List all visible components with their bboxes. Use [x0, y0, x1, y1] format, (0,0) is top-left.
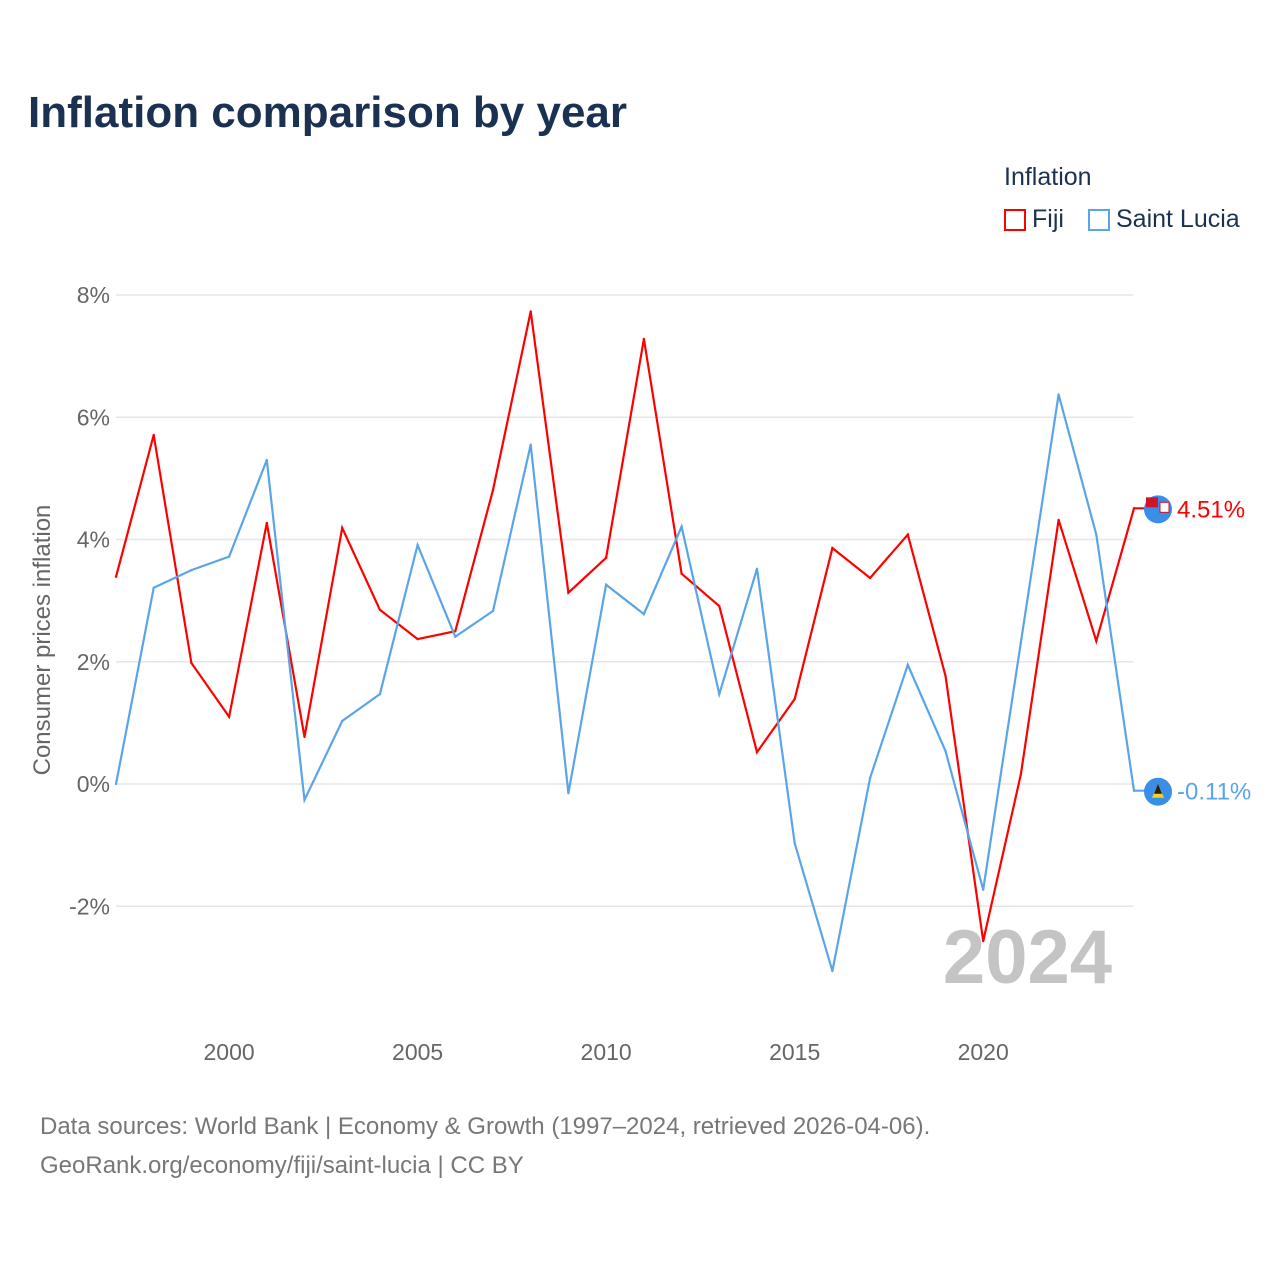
- data-point: [981, 939, 985, 943]
- data-point: [416, 637, 419, 641]
- data-point: [1132, 789, 1136, 792]
- x-tick-label: 2005: [392, 1039, 443, 1065]
- data-point: [1095, 533, 1098, 536]
- footer-sources: Data sources: World Bank | Economy & Gro…: [40, 1113, 931, 1140]
- data-point: [793, 697, 796, 701]
- data-point: [265, 458, 269, 462]
- legend-swatch-fiji: [1004, 208, 1026, 231]
- data-point: [1057, 393, 1060, 396]
- data-point: [114, 575, 118, 578]
- data-point: [1095, 639, 1098, 643]
- data-point: [718, 604, 721, 608]
- y-axis-label: Consumer prices inflation: [29, 505, 56, 776]
- y-tick-label: 2%: [77, 649, 110, 675]
- data-point: [642, 337, 646, 341]
- data-point: [604, 583, 608, 586]
- x-tick-label: 2015: [769, 1039, 820, 1065]
- data-point: [755, 567, 759, 571]
- year-watermark: 2024: [943, 915, 1112, 1000]
- legend-label: Fiji: [1032, 205, 1064, 233]
- x-tick-label: 2010: [581, 1039, 632, 1065]
- legend-item-saint-lucia[interactable]: Saint Lucia: [1088, 205, 1240, 234]
- data-point: [152, 586, 155, 589]
- data-point: [378, 692, 382, 696]
- data-point: [755, 751, 759, 754]
- data-point: [831, 546, 834, 550]
- data-point: [152, 433, 155, 437]
- data-point: [793, 842, 796, 845]
- data-point: [265, 521, 269, 525]
- data-point: [416, 543, 419, 547]
- data-point: [906, 663, 909, 667]
- end-value-label: 4.51%: [1177, 496, 1245, 523]
- data-point: [868, 576, 872, 580]
- data-point: [1019, 640, 1023, 644]
- data-point: [303, 735, 306, 739]
- data-point: [1057, 518, 1060, 522]
- data-point: [529, 310, 532, 313]
- footer: Data sources: World Bank | Economy & Gro…: [40, 1107, 930, 1185]
- data-point: [190, 568, 193, 572]
- series-line-saint-lucia: [114, 394, 1146, 972]
- data-point: [831, 969, 834, 973]
- data-point: [944, 749, 947, 753]
- data-point: [680, 572, 683, 575]
- data-point: [454, 629, 457, 633]
- data-point: [491, 609, 495, 613]
- data-point: [454, 635, 457, 638]
- page-title: Inflation comparison by year: [28, 88, 628, 137]
- data-point: [227, 555, 231, 558]
- data-point: [341, 719, 344, 723]
- data-point: [303, 798, 306, 802]
- data-point: [906, 533, 909, 536]
- x-tick-label: 2020: [958, 1039, 1009, 1065]
- x-tick-label: 2000: [204, 1039, 255, 1065]
- y-tick-label: 6%: [77, 404, 110, 430]
- data-point: [491, 488, 495, 492]
- data-point: [680, 525, 683, 528]
- legend-item-fiji[interactable]: Fiji: [1004, 205, 1064, 234]
- data-point: [944, 674, 947, 678]
- legend-swatch-saint-lucia: [1088, 208, 1110, 231]
- data-point: [604, 556, 608, 560]
- y-tick-label: 0%: [77, 771, 110, 797]
- series-line-fiji: [114, 311, 1146, 942]
- data-point: [981, 888, 985, 891]
- data-point: [567, 791, 570, 795]
- saint-lucia-flag-icon: [1144, 777, 1172, 806]
- legend-label: Saint Lucia: [1116, 205, 1240, 233]
- data-point: [378, 608, 382, 611]
- data-point: [227, 715, 231, 718]
- data-point: [567, 591, 570, 594]
- y-tick-label: -2%: [69, 893, 110, 919]
- data-point: [114, 782, 118, 786]
- y-tick-label: 8%: [77, 282, 110, 308]
- y-tick-label: 4%: [77, 527, 110, 553]
- data-point: [1019, 773, 1023, 776]
- data-point: [341, 526, 344, 530]
- footer-link[interactable]: GeoRank.org/economy/fiji/saint-lucia | C…: [40, 1152, 524, 1179]
- legend-title: Inflation: [1004, 163, 1092, 191]
- data-point: [718, 692, 721, 696]
- end-value-label: -0.11%: [1177, 779, 1251, 806]
- data-point: [642, 612, 646, 616]
- fiji-flag-icon: [1144, 495, 1172, 524]
- data-point: [1132, 507, 1136, 510]
- data-point: [190, 661, 193, 665]
- data-point: [868, 776, 872, 780]
- data-point: [529, 443, 532, 446]
